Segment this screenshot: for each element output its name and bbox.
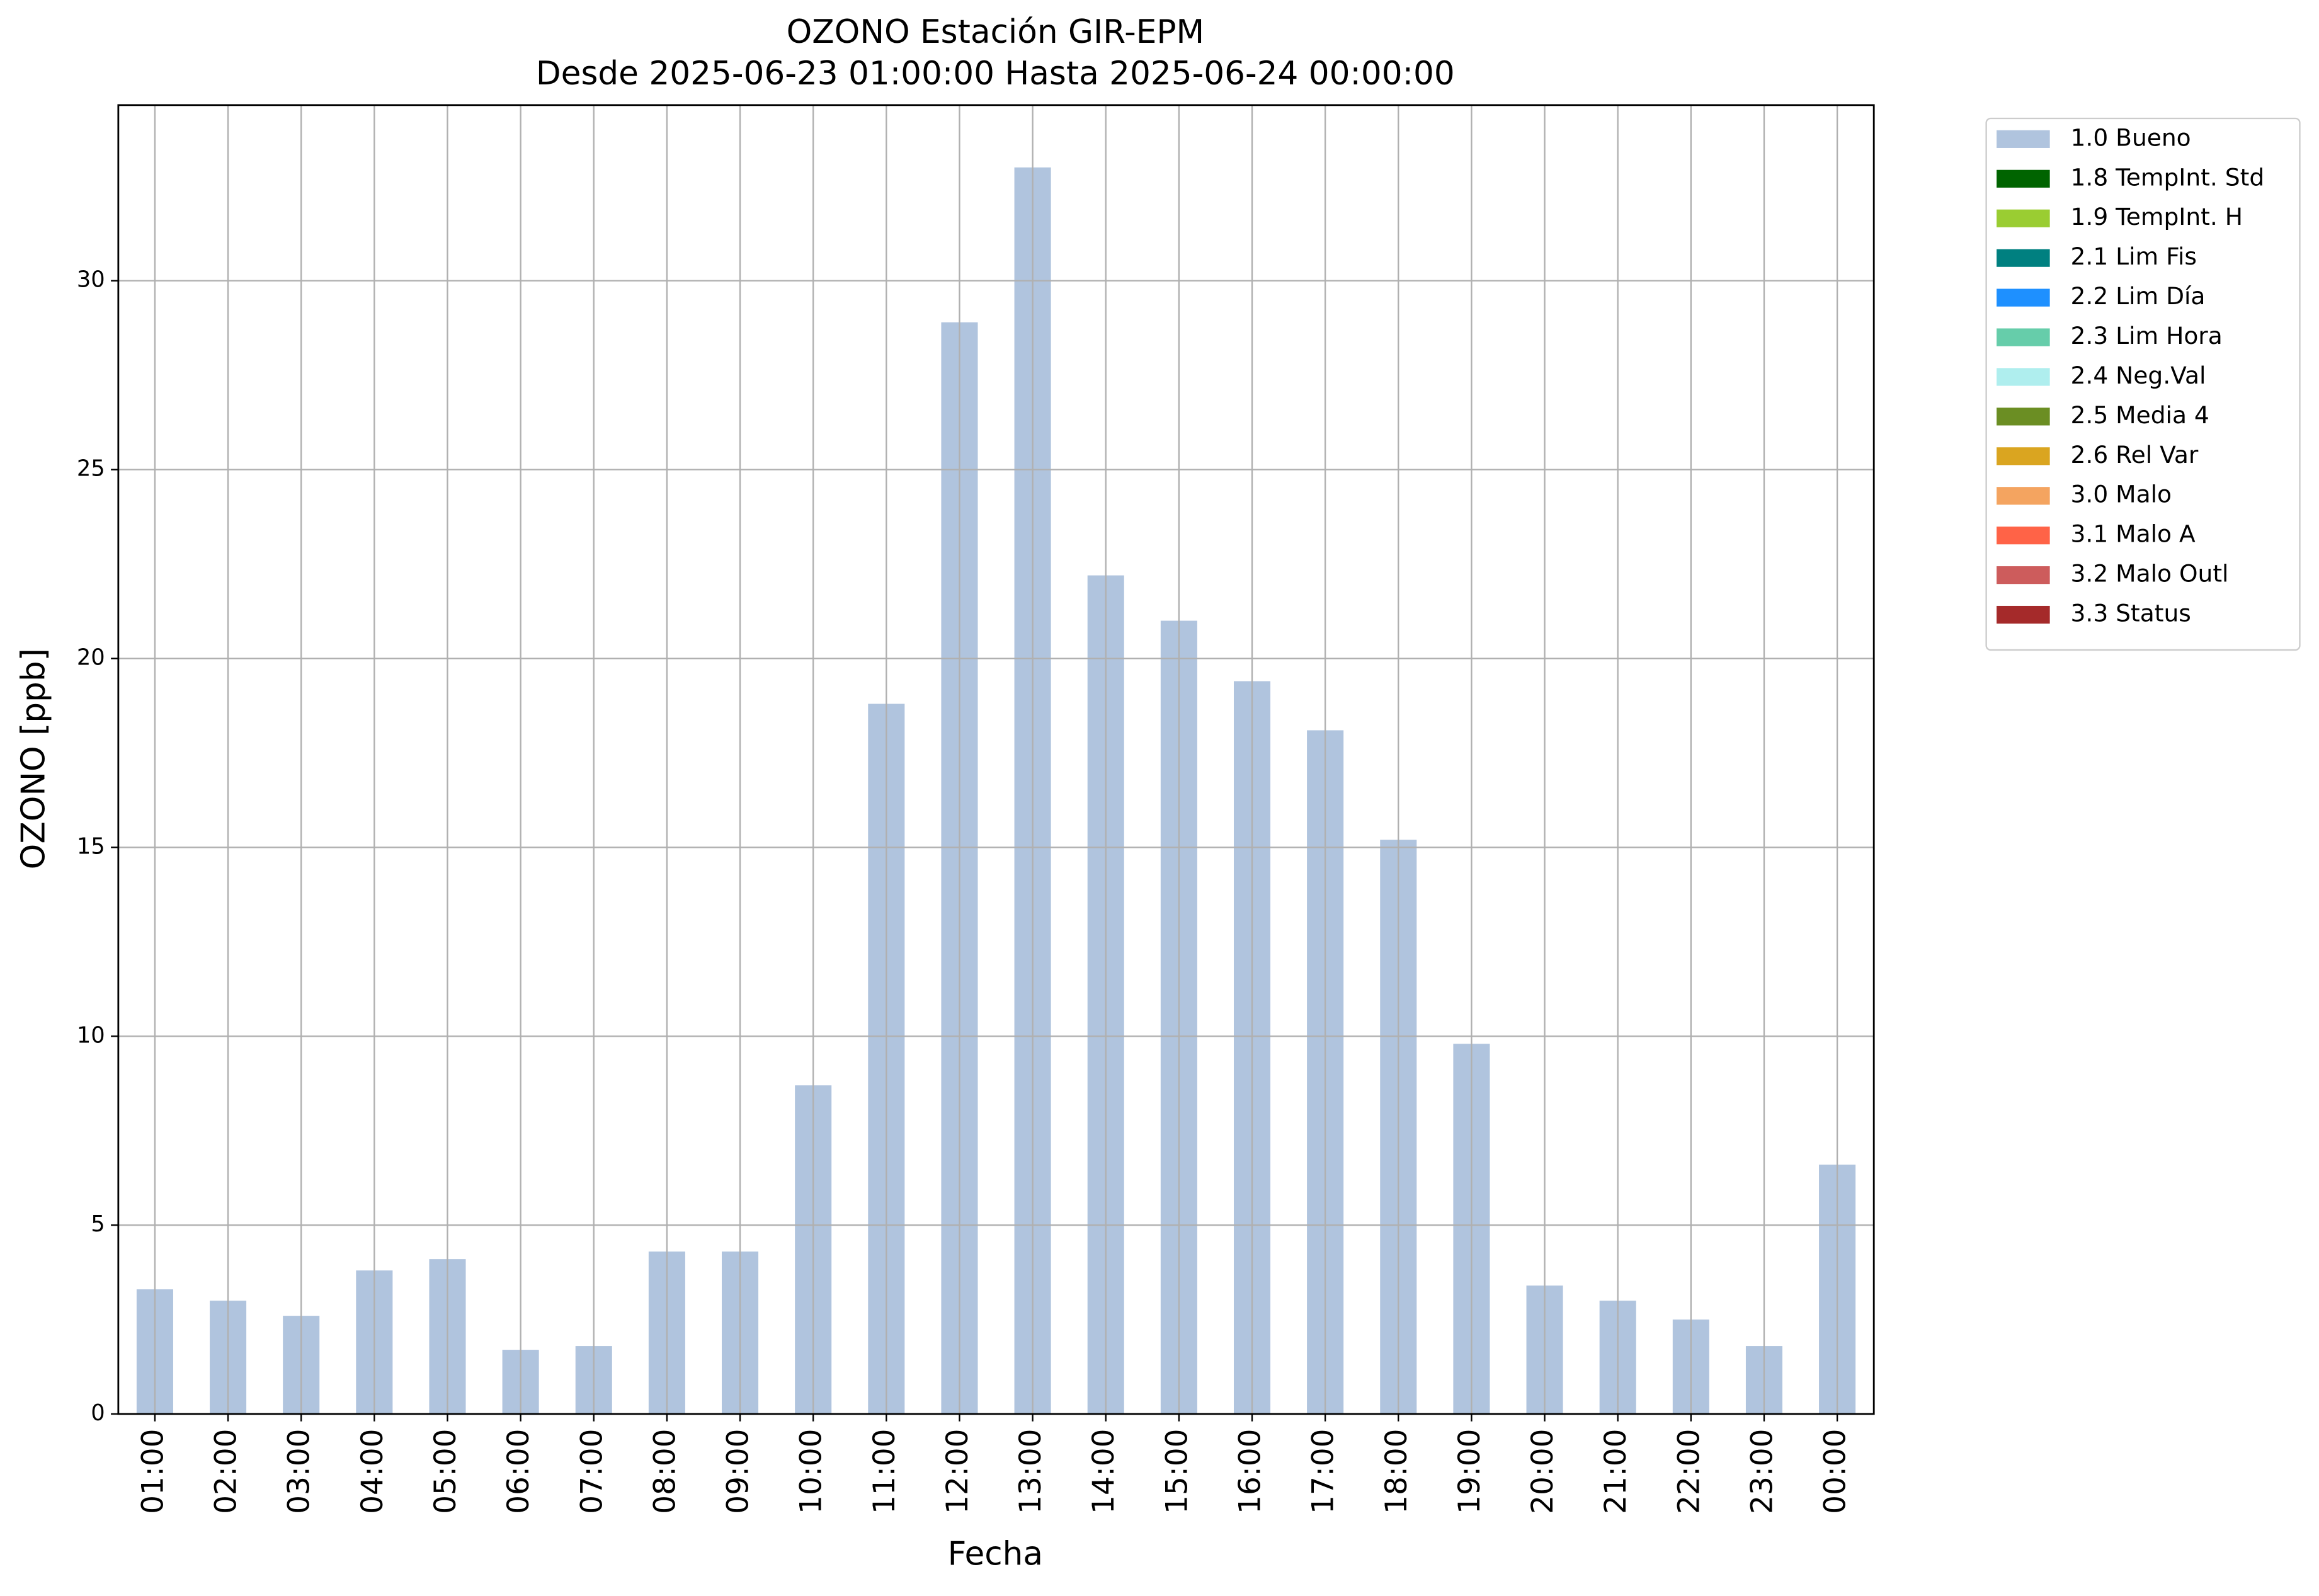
- x-tick-label: 22:00: [1672, 1429, 1706, 1514]
- x-tick-label: 13:00: [1013, 1429, 1048, 1514]
- x-tick-label: 12:00: [940, 1429, 975, 1514]
- x-tick-label: 15:00: [1160, 1429, 1194, 1514]
- legend-label: 2.3 Lim Hora: [2071, 322, 2223, 350]
- y-tick-label: 0: [91, 1400, 105, 1426]
- legend-label: 1.9 TempInt. H: [2071, 203, 2243, 231]
- plot-frame: [117, 104, 1875, 1415]
- y-tick-label: 15: [77, 833, 105, 859]
- chart-subtitle: Desde 2025-06-23 01:00:00 Hasta 2025-06-…: [536, 55, 1455, 93]
- x-tick-label: 00:00: [1818, 1429, 1853, 1514]
- y-tick-label: 10: [77, 1022, 105, 1048]
- x-tick-label: 10:00: [794, 1429, 829, 1514]
- chart-title: OZONO Estación GIR-EPM: [787, 13, 1204, 51]
- legend-label: 2.1 Lim Fis: [2071, 242, 2197, 270]
- x-tick-label: 06:00: [501, 1429, 536, 1514]
- legend-swatch: [1997, 169, 2050, 188]
- x-axis-label: Fecha: [948, 1535, 1043, 1573]
- y-axis-label: OZONO [ppb]: [14, 648, 52, 869]
- legend-swatch: [1997, 447, 2050, 465]
- y-tick-label: 25: [77, 456, 105, 482]
- x-tick-label: 03:00: [282, 1429, 317, 1514]
- x-tick-label: 02:00: [209, 1429, 244, 1514]
- x-tick-label: 16:00: [1233, 1429, 1268, 1514]
- x-tick-label: 04:00: [355, 1429, 390, 1514]
- x-tick-label: 01:00: [135, 1429, 170, 1514]
- y-tick-label: 30: [77, 267, 105, 293]
- legend-label: 1.8 TempInt. Std: [2071, 163, 2265, 191]
- legend-label: 3.3 Status: [2071, 600, 2191, 627]
- x-tick-label: 19:00: [1452, 1429, 1487, 1514]
- legend-label: 1.0 Bueno: [2071, 123, 2191, 151]
- legend-swatch: [1997, 605, 2050, 624]
- x-tick-label: 11:00: [867, 1429, 902, 1514]
- x-tick-label: 08:00: [647, 1429, 682, 1514]
- x-tick-label: 20:00: [1525, 1429, 1560, 1514]
- legend-label: 3.2 Malo Outl: [2071, 560, 2229, 588]
- legend-swatch: [1997, 487, 2050, 505]
- x-tick-label: 09:00: [721, 1429, 756, 1514]
- legend-swatch: [1997, 408, 2050, 426]
- legend-box: [1985, 117, 2301, 651]
- x-tick-label: 17:00: [1306, 1429, 1341, 1514]
- x-tick-label: 05:00: [428, 1429, 463, 1514]
- legend-swatch: [1997, 328, 2050, 346]
- y-tick-label: 5: [91, 1211, 105, 1237]
- y-tick-label: 20: [77, 645, 105, 671]
- x-tick-label: 18:00: [1379, 1429, 1414, 1514]
- x-tick-label: 07:00: [574, 1429, 609, 1514]
- legend-swatch: [1997, 288, 2050, 307]
- x-tick-label: 14:00: [1086, 1429, 1121, 1514]
- legend-swatch: [1997, 209, 2050, 227]
- legend-label: 2.5 Media 4: [2071, 401, 2209, 429]
- legend-label: 2.6 Rel Var: [2071, 441, 2199, 469]
- legend-label: 3.1 Malo A: [2071, 520, 2196, 548]
- legend-label: 3.0 Malo: [2071, 481, 2172, 508]
- legend-swatch: [1997, 527, 2050, 545]
- x-tick-label: 23:00: [1745, 1429, 1779, 1514]
- legend-swatch: [1997, 566, 2050, 584]
- legend-swatch: [1997, 249, 2050, 267]
- legend-swatch: [1997, 130, 2050, 148]
- legend-label: 2.2 Lim Día: [2071, 282, 2206, 310]
- legend-label: 2.4 Neg.Val: [2071, 362, 2206, 389]
- x-tick-label: 21:00: [1598, 1429, 1633, 1514]
- legend-swatch: [1997, 368, 2050, 386]
